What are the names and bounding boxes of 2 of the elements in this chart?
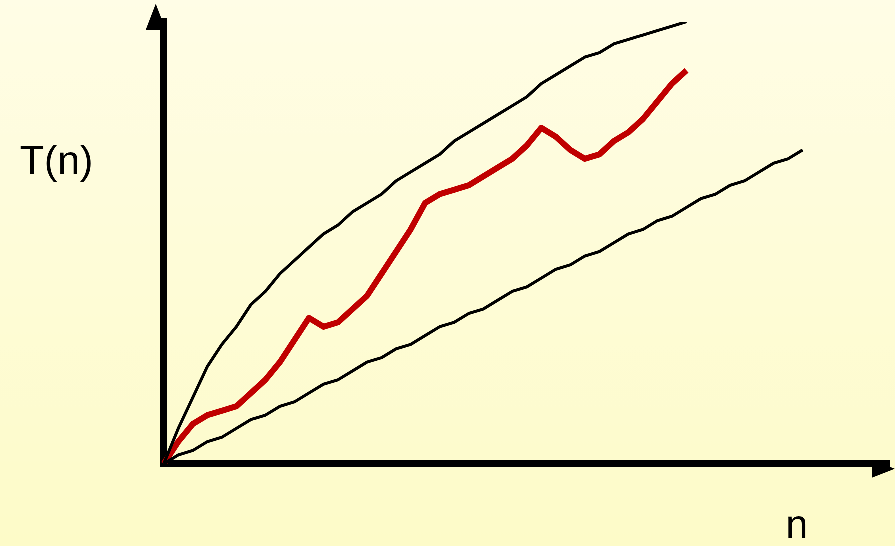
x-axis-title: n <box>786 503 808 546</box>
y-axis-title: T(n) <box>20 139 94 184</box>
